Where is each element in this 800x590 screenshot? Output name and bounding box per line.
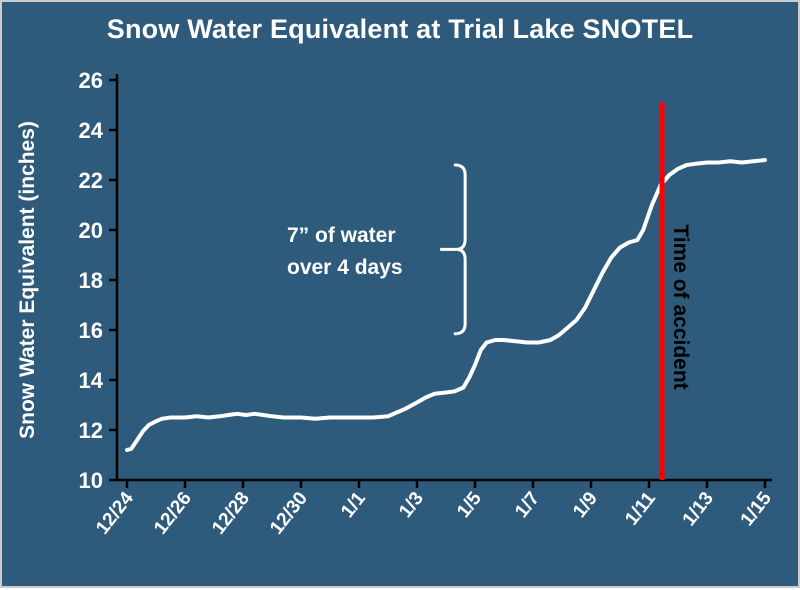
y-tick-label: 10	[79, 468, 103, 493]
x-tick-label: 1/9	[569, 488, 602, 522]
x-tick-label: 12/26	[150, 488, 196, 538]
annotation-water-note-line2: over 4 days	[287, 255, 403, 279]
x-tick-label: 1/5	[453, 488, 486, 522]
y-axis-title: Snow Water Equivalent (inches)	[16, 121, 39, 439]
y-tick-label: 18	[79, 268, 103, 293]
y-tick-label: 12	[79, 418, 103, 443]
y-tick-label: 14	[79, 368, 104, 393]
x-tick-label: 1/13	[679, 488, 718, 530]
annotation-water-note-line1: 7” of water	[287, 224, 396, 247]
x-tick-label: 12/30	[266, 488, 312, 538]
brace-annotation	[453, 163, 467, 336]
chart-title: Snow Water Equivalent at Trial Lake SNOT…	[106, 14, 694, 44]
x-tick-label: 1/7	[511, 488, 544, 522]
y-tick-label: 20	[79, 218, 103, 243]
accident-time-label: Time of accident	[669, 224, 692, 390]
annotation-water-note: 7” of water over 4 days	[287, 220, 403, 283]
x-tick-label: 12/28	[208, 488, 254, 538]
y-tick-label: 22	[79, 168, 103, 193]
x-tick-label: 12/24	[92, 488, 138, 539]
x-tick-label: 1/11	[621, 488, 660, 530]
x-tick-label: 1/1	[337, 488, 370, 522]
y-tick-label: 16	[79, 318, 103, 343]
y-tick-label: 24	[79, 118, 104, 143]
x-tick-label: 1/3	[395, 488, 428, 522]
y-tick-label: 26	[79, 68, 103, 93]
x-tick-label: 1/15	[737, 488, 777, 530]
swe-data-line	[125, 158, 767, 452]
